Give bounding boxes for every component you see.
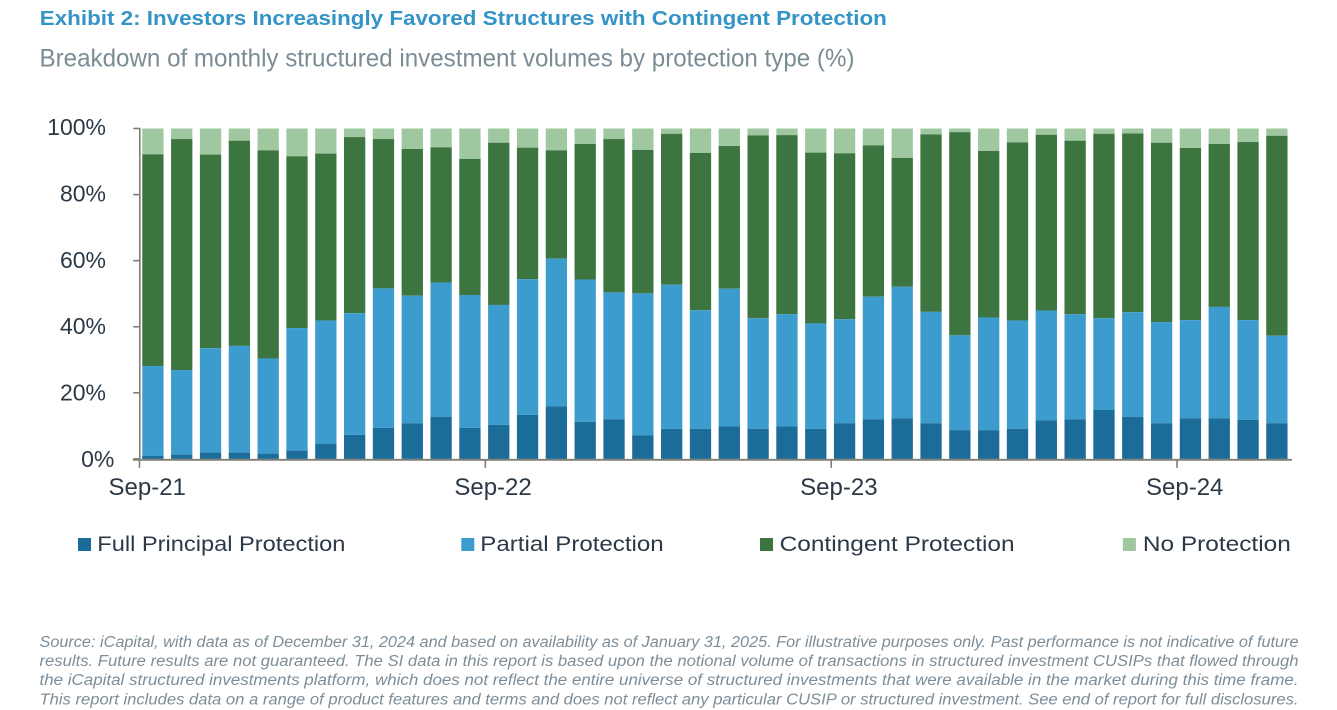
svg-text:0%: 0%: [81, 446, 114, 472]
svg-text:Breakdown of monthly structure: Breakdown of monthly structured investme…: [40, 45, 855, 73]
svg-text:80%: 80%: [60, 181, 106, 207]
svg-text:Sep-23: Sep-23: [800, 474, 877, 501]
svg-text:Contingent Protection: Contingent Protection: [780, 533, 1015, 556]
svg-text:the iCapital structured invest: the iCapital structured investments plat…: [40, 672, 1299, 689]
svg-text:100%: 100%: [47, 114, 106, 140]
svg-text:Sep-24: Sep-24: [1146, 474, 1223, 501]
svg-text:60%: 60%: [60, 247, 106, 273]
svg-text:No Protection: No Protection: [1143, 533, 1291, 556]
svg-text:40%: 40%: [60, 313, 106, 339]
svg-text:Sep-21: Sep-21: [109, 474, 186, 501]
svg-text:Exhibit 2: Investors Increasin: Exhibit 2: Investors Increasingly Favore…: [40, 8, 887, 30]
svg-text:Full Principal Protection: Full Principal Protection: [97, 533, 345, 556]
svg-text:Sep-22: Sep-22: [454, 474, 531, 501]
svg-text:20%: 20%: [60, 380, 106, 406]
svg-text:This report includes data on a: This report includes data on a range of …: [40, 691, 1299, 708]
svg-text:Source: iCapital, with data as: Source: iCapital, with data as of Decemb…: [40, 634, 1299, 651]
svg-text:results. Future results are no: results. Future results are not guarante…: [40, 653, 1299, 670]
svg-text:Partial Protection: Partial Protection: [480, 533, 663, 556]
